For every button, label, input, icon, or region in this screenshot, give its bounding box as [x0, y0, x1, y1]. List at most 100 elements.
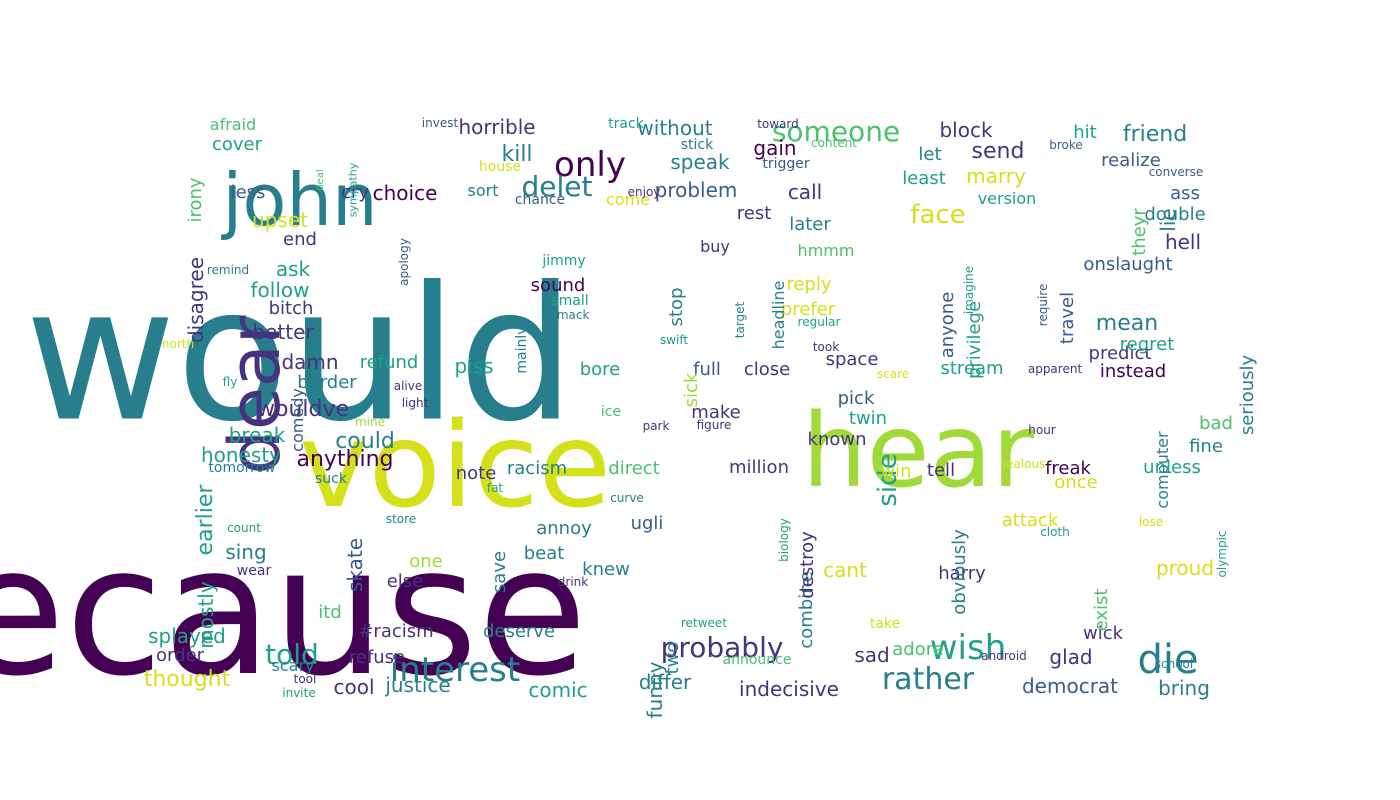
- cloud-word: android: [981, 649, 1027, 663]
- cloud-word: interest: [389, 650, 521, 690]
- cloud-word: wouldve: [256, 397, 350, 422]
- cloud-word: school: [1154, 657, 1194, 671]
- cloud-word: upset: [252, 208, 308, 232]
- cloud-word: apparent: [1027, 362, 1083, 376]
- cloud-word: send: [971, 139, 1025, 164]
- cloud-word: honesty: [201, 443, 281, 467]
- cloud-word: afraid: [209, 115, 257, 134]
- cloud-word: later: [789, 214, 831, 235]
- cloud-word: block: [939, 118, 993, 142]
- cloud-word: anyone: [937, 291, 958, 359]
- cloud-word: trigger: [762, 156, 810, 172]
- cloud-word: smack: [550, 308, 590, 322]
- cloud-word: prefer: [780, 299, 836, 320]
- cloud-word: let: [918, 144, 942, 165]
- cloud-word: enjoy: [627, 185, 661, 199]
- cloud-word: end: [283, 229, 317, 250]
- cloud-word: told: [265, 638, 319, 671]
- cloud-word: onslaught: [1083, 254, 1173, 275]
- cloud-word: fat: [486, 481, 504, 495]
- cloud-word: chance: [514, 192, 566, 208]
- cloud-word: adore: [892, 639, 944, 660]
- cloud-word: proud: [1155, 556, 1215, 580]
- cloud-word: democrat: [1021, 674, 1119, 698]
- cloud-word: least: [902, 168, 946, 189]
- cloud-word: comedy: [288, 388, 307, 452]
- cloud-word: deal: [315, 169, 326, 191]
- cloud-word: alive: [393, 379, 423, 393]
- cloud-word: because: [0, 508, 588, 715]
- cloud-word: fine: [1189, 436, 1223, 457]
- cloud-word: call: [787, 180, 823, 204]
- cloud-word: refuse: [348, 647, 406, 668]
- cloud-word: ugli: [630, 513, 664, 534]
- cloud-word: only: [554, 145, 626, 185]
- cloud-word: cant: [823, 558, 867, 582]
- cloud-word: gain: [753, 136, 797, 160]
- cloud-word: twin: [848, 408, 888, 429]
- cloud-word: buy: [700, 237, 730, 256]
- cloud-word: exist: [1091, 588, 1112, 632]
- cloud-word: mean: [1095, 311, 1159, 336]
- cloud-word: stream: [940, 358, 1004, 379]
- cloud-word: could: [335, 429, 395, 454]
- cloud-word: invest: [421, 116, 459, 130]
- cloud-word: rest: [736, 203, 772, 224]
- cloud-word: border: [297, 372, 357, 393]
- cloud-word: park: [642, 419, 670, 433]
- cloud-word: face: [910, 200, 966, 230]
- cloud-word: bore: [579, 359, 621, 380]
- cloud-word: swift: [659, 333, 689, 347]
- cloud-word: house: [478, 159, 522, 175]
- cloud-word: seriously: [1237, 354, 1258, 436]
- cloud-word: once: [1054, 472, 1098, 493]
- cloud-word: drink: [557, 575, 589, 589]
- cloud-word: come: [605, 190, 651, 209]
- cloud-word: ass: [1170, 183, 1200, 204]
- cloud-word: bring: [1158, 676, 1210, 700]
- cloud-word: million: [729, 457, 789, 478]
- cloud-word: close: [743, 359, 791, 380]
- cloud-word: hour: [1028, 423, 1056, 437]
- cloud-word: better: [252, 320, 314, 344]
- cloud-word: win: [880, 461, 912, 482]
- cloud-word: sort: [467, 181, 499, 200]
- cloud-word: tomorrow: [208, 460, 276, 476]
- cloud-word: john: [222, 158, 378, 242]
- cloud-word: destroy: [797, 531, 818, 599]
- cloud-word: content: [811, 136, 857, 150]
- cloud-word: stop: [666, 287, 687, 327]
- cloud-word: north: [161, 337, 195, 351]
- cloud-word: cloth: [1040, 525, 1070, 539]
- cloud-word: unless: [1143, 457, 1201, 478]
- cloud-word: order: [156, 645, 204, 666]
- cloud-word: tell: [926, 460, 956, 481]
- cloud-word: travel: [1057, 291, 1078, 345]
- cloud-word: justice: [385, 673, 451, 697]
- cloud-word: full: [693, 359, 721, 380]
- cloud-word: knew: [582, 559, 630, 580]
- cloud-word: one: [409, 551, 443, 572]
- cloud-word: sound: [530, 275, 586, 296]
- cloud-word: stick: [680, 137, 714, 153]
- cloud-word: cool: [333, 675, 375, 699]
- cloud-word: lose: [1138, 515, 1164, 529]
- cloud-word: hit: [1073, 122, 1097, 143]
- cloud-word: differ: [638, 670, 692, 694]
- cloud-word: without: [637, 116, 713, 140]
- cloud-word: pick: [837, 388, 875, 409]
- cloud-word: obviously: [949, 529, 970, 615]
- cloud-word: wick: [1082, 623, 1124, 644]
- cloud-word: deserve: [482, 621, 556, 642]
- cloud-word: count: [227, 521, 261, 535]
- cloud-word: irony: [185, 177, 206, 223]
- cloud-word: mine: [354, 415, 386, 429]
- cloud-word: take: [869, 616, 901, 632]
- cloud-word: bitch: [268, 298, 314, 319]
- cloud-word: hell: [1164, 230, 1202, 254]
- cloud-word: earlier: [193, 484, 218, 556]
- cloud-word: die: [1137, 637, 1199, 683]
- cloud-word: headline: [769, 280, 788, 350]
- cloud-word: voice: [298, 396, 612, 534]
